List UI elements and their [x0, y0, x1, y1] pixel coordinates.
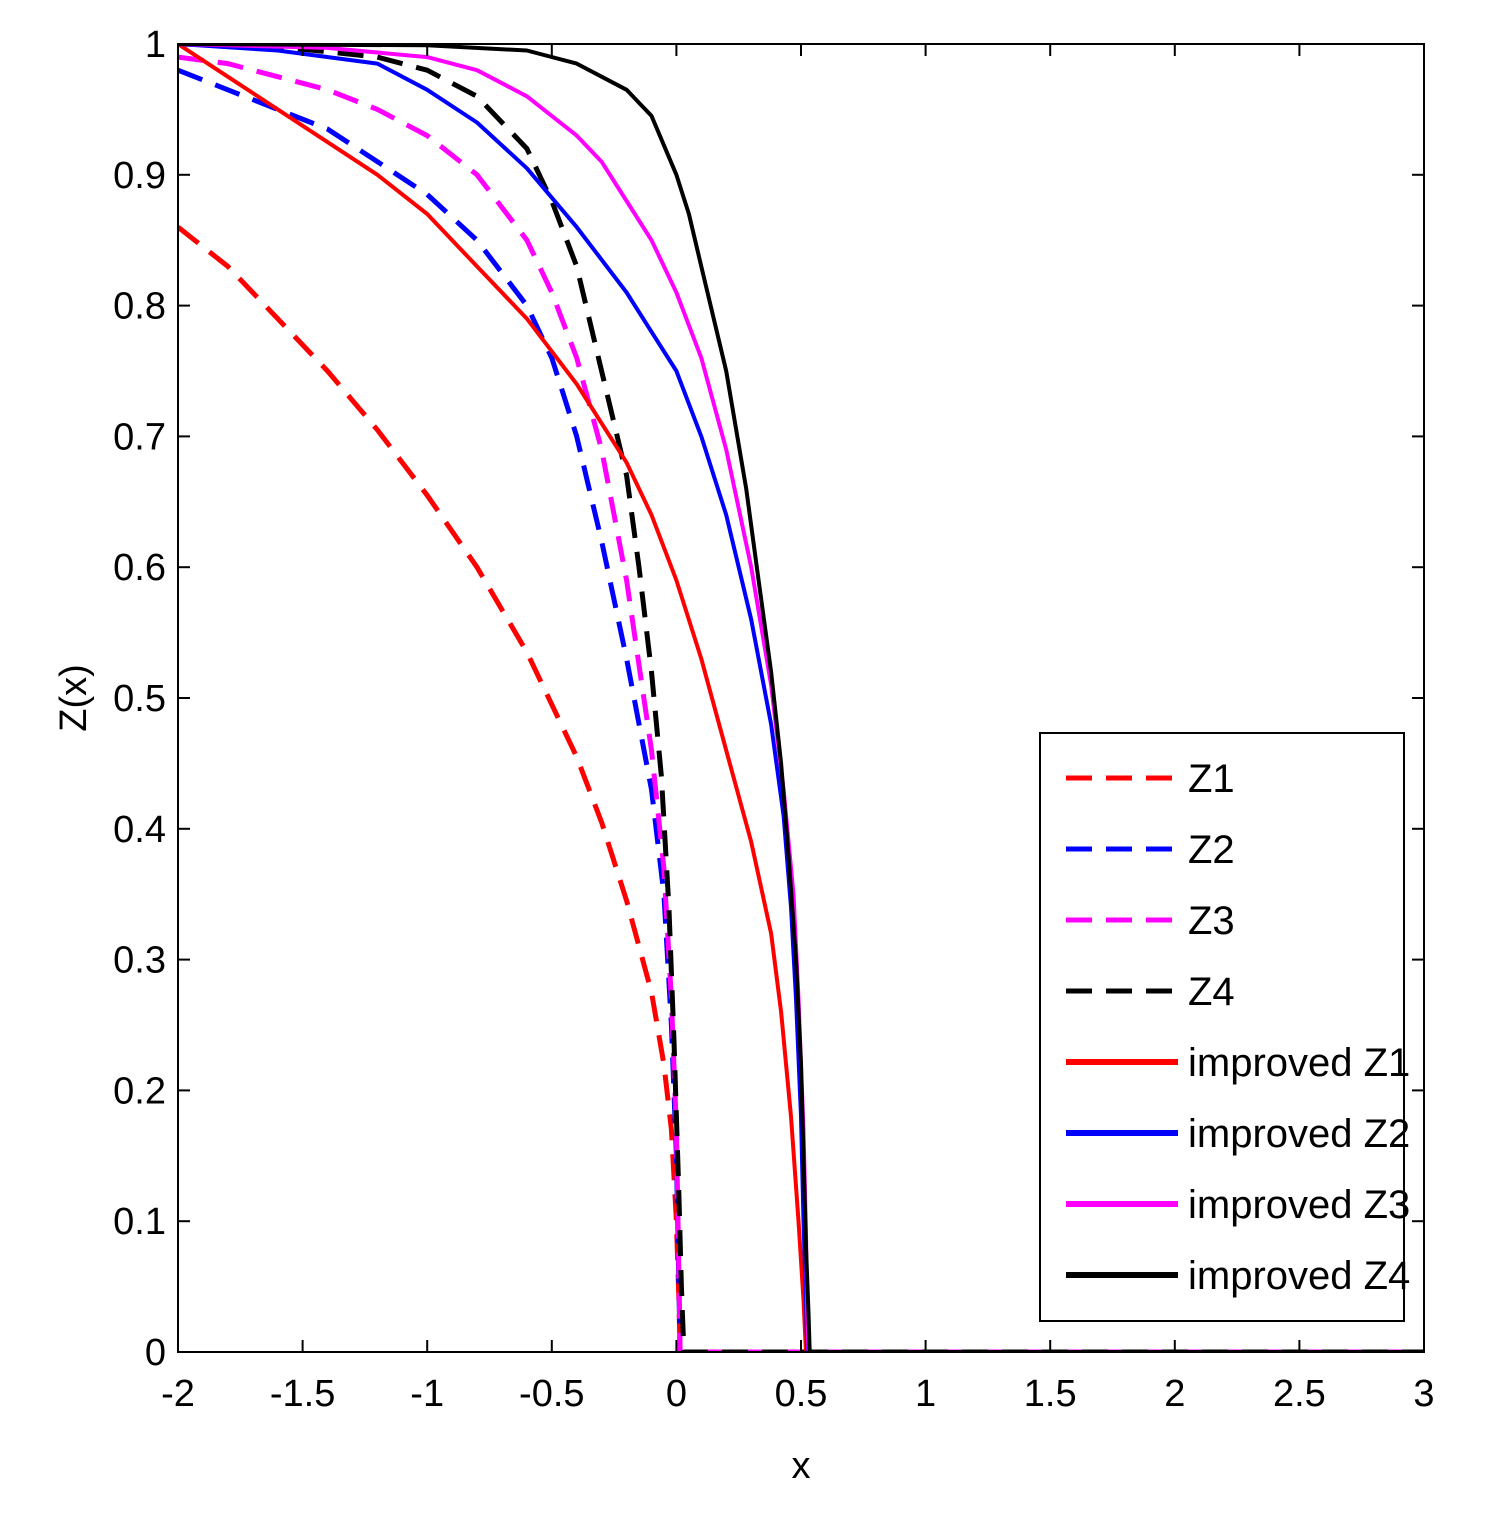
x-tick-label: 2.5 — [1273, 1373, 1326, 1415]
x-tick-label: 0 — [666, 1373, 687, 1415]
series-line-z4 — [178, 44, 1424, 1352]
legend-box — [1039, 732, 1405, 1322]
y-tick-label: 0.7 — [113, 416, 166, 458]
x-tick-label: 1.5 — [1024, 1373, 1077, 1415]
y-tick-label: 0.3 — [113, 940, 166, 982]
y-tick-label: 0.1 — [113, 1201, 166, 1243]
legend-label: Z4 — [1188, 970, 1235, 1014]
y-tick-label: 1 — [145, 24, 166, 66]
legend-label: Z1 — [1188, 757, 1235, 801]
x-tick-label: 1 — [915, 1373, 936, 1415]
y-tick-label: 0 — [145, 1332, 166, 1374]
legend-label: Z3 — [1188, 899, 1235, 943]
x-tick-label: -2 — [161, 1373, 195, 1415]
legend-label: improved Z2 — [1188, 1112, 1410, 1156]
x-tick-label: -1.5 — [270, 1373, 335, 1415]
legend-label: Z2 — [1188, 828, 1235, 872]
y-tick-label: 0.9 — [113, 155, 166, 197]
legend-label: improved Z4 — [1188, 1254, 1410, 1298]
x-tick-label: 2 — [1164, 1373, 1185, 1415]
tick-layer: -2 -1.5 -1 -0.5 0 0.5 1 1.5 2 2.5 3 0 0.1 0.2 0.3 0.4 0.… — [113, 24, 1434, 1415]
legend-label: improved Z3 — [1188, 1183, 1410, 1227]
y-tick-label: 0.5 — [113, 678, 166, 720]
x-tick-label: 0.5 — [775, 1373, 828, 1415]
y-tick-label: 0.2 — [113, 1070, 166, 1112]
y-axis-label: Z(x) — [53, 664, 95, 732]
legend-label: improved Z1 — [1188, 1041, 1410, 1085]
series-line-z3 — [178, 54, 1424, 1352]
y-tick-label: 0.6 — [113, 547, 166, 589]
x-axis-label: x — [792, 1445, 811, 1487]
series-line-improved-z4 — [178, 44, 1424, 1352]
y-tick-label: 0.8 — [113, 286, 166, 328]
series-layer — [178, 44, 1424, 1352]
x-tick-label: 3 — [1413, 1373, 1434, 1415]
legend: Z1 Z2 Z3 Z4 improved Z1 improved Z2 improved Z… — [1039, 732, 1410, 1322]
x-tick-label: -1 — [410, 1373, 444, 1415]
y-tick-label: 0.4 — [113, 809, 166, 851]
x-tick-label: -0.5 — [519, 1373, 584, 1415]
series-line-improved-z1 — [178, 44, 1424, 1352]
